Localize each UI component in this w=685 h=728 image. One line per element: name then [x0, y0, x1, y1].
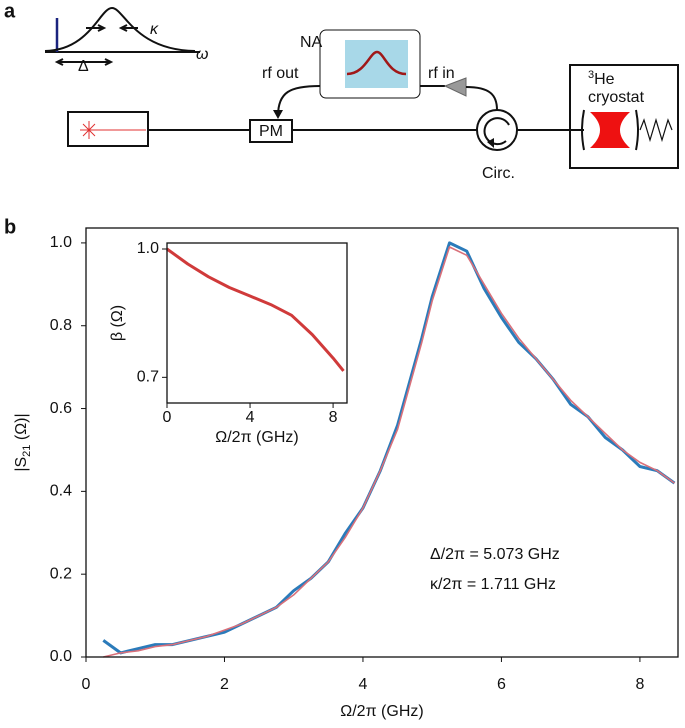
x-axis-label: Ω/2π (GHz): [340, 703, 423, 720]
x-tick-label: 2: [220, 676, 229, 693]
kappa-arrows: [86, 24, 138, 32]
plot-frame: [166, 242, 348, 404]
x-tick-label: 8: [635, 676, 644, 693]
x-tick-label: 4: [359, 676, 368, 693]
x-tick-label: 0: [82, 676, 91, 693]
arrow-head: [273, 110, 283, 119]
na-box: [319, 29, 421, 99]
delta-arrow: [54, 58, 114, 66]
na-screen: [345, 40, 408, 88]
mirrors: [581, 109, 639, 151]
x-tick-label: 6: [497, 676, 506, 693]
y-tick-label: 1.0: [50, 234, 72, 251]
y-tick-label: 0.0: [50, 648, 72, 665]
na-label: NA: [300, 34, 323, 51]
y-axis-label: |S21 (Ω)|: [13, 413, 33, 471]
element: He: [594, 71, 615, 88]
schematic: a κ ω Δ PM NA rf out rf in: [4, 0, 679, 182]
rf-out-label: rf out: [262, 65, 299, 82]
pm-label: PM: [259, 123, 283, 140]
label-part: |S: [13, 457, 30, 472]
cryostat-label: 3He: [588, 69, 615, 88]
y-tick-label: 0.7: [137, 369, 159, 386]
y-tick-label: 0.2: [50, 565, 72, 582]
resonance: [44, 6, 196, 52]
circ-label: Circ.: [482, 165, 515, 182]
kappa-label: κ: [150, 21, 159, 38]
label-part: β (Ω): [109, 305, 126, 341]
laser-star: [80, 121, 146, 139]
rf-in-cable: [465, 86, 498, 111]
na-trace: [346, 50, 407, 76]
x-tick-label: 8: [329, 409, 338, 426]
data-line: [166, 247, 345, 372]
superscript: 3: [588, 69, 594, 81]
arrow-head: [487, 138, 494, 148]
panel-label: b: [4, 216, 16, 238]
omega-label: ω: [196, 46, 208, 63]
delta-label: Δ: [78, 58, 89, 75]
cryostat-box: [569, 64, 679, 169]
plot-frame: [85, 227, 679, 658]
data-line: [103, 246, 675, 658]
label-part: (Ω)|: [13, 413, 30, 444]
rf-in-label: rf in: [428, 65, 455, 82]
y-tick-label: 0.8: [50, 317, 72, 334]
y-tick-label: 1.0: [137, 240, 159, 257]
y-tick-label: 0.4: [50, 483, 72, 500]
y-axis-label: β (Ω): [109, 305, 126, 341]
annotation: Δ/2π = 5.073 GHz: [430, 546, 560, 563]
laser-box: [67, 111, 149, 147]
annotation: κ/2π = 1.711 GHz: [430, 576, 556, 593]
x-axis-label: Ω/2π (GHz): [215, 429, 298, 446]
circulator-arrow: [483, 117, 510, 146]
y-tick-label: 0.6: [50, 400, 72, 417]
rf-out-cable: [277, 85, 321, 117]
x-tick-label: 0: [163, 409, 172, 426]
cavity: [590, 112, 630, 148]
panel-label: a: [4, 0, 16, 22]
spring: [639, 117, 673, 143]
cryostat-label: cryostat: [588, 89, 645, 106]
x-tick-label: 4: [246, 409, 255, 426]
subscript: 21: [21, 445, 33, 457]
